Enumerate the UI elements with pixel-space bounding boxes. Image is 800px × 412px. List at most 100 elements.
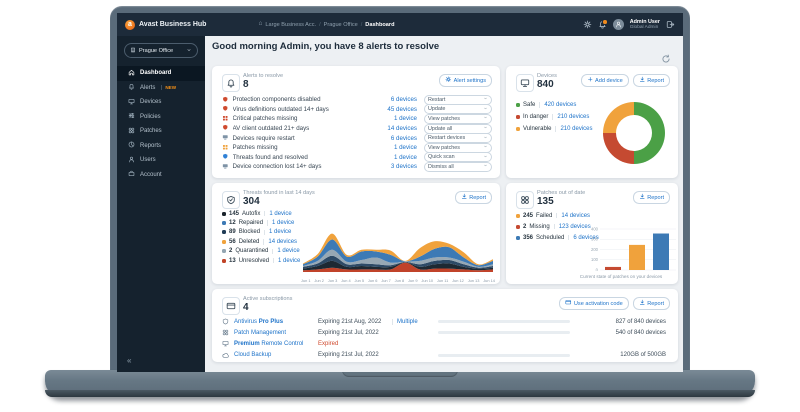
subscription-name-link[interactable]: Antivirus Pro Plus xyxy=(234,318,284,325)
legend-devices-link[interactable]: 1 device xyxy=(272,220,295,227)
notifications-bell-icon[interactable] xyxy=(598,19,608,29)
brand-name: Avast Business Hub xyxy=(139,21,207,28)
card-title: Alerts to resolve xyxy=(243,73,284,79)
legend-devices-link[interactable]: 210 devices xyxy=(560,126,593,132)
alert-action-label: Dismiss all xyxy=(428,163,454,170)
threats-card: Threats found in last 14 days 304 Report… xyxy=(212,183,500,284)
breadcrumb-item[interactable]: Dashboard xyxy=(365,21,395,28)
subscription-name-link[interactable]: Cloud Backup xyxy=(234,352,272,359)
chevron-down-icon xyxy=(483,163,488,170)
x-axis-label: Jun 8 xyxy=(394,278,405,283)
alerts-card-head: Alerts to resolve 8 xyxy=(243,73,283,91)
sidebar-item-patches[interactable]: Patches xyxy=(117,124,205,139)
sidebar-item-label: Alerts xyxy=(140,84,156,91)
legend-color-dot xyxy=(516,127,520,131)
settings-gear-icon[interactable] xyxy=(583,20,592,29)
card-title: Devices xyxy=(537,73,557,79)
subscription-expiry: Expiring 21st Jul, 2022 xyxy=(318,352,379,359)
sidebar-item-policies[interactable]: Policies xyxy=(117,110,205,125)
legend-color-dot xyxy=(516,103,520,107)
alert-action-dropdown[interactable]: Quick scan xyxy=(424,152,492,163)
monitor-icon xyxy=(222,134,233,143)
subscriptions-report-button[interactable]: Report xyxy=(632,297,670,310)
legend-devices-link[interactable]: 1 device xyxy=(278,257,301,264)
threats-legend: 145 Autofix 1 device 12 Repaired 1 device 89 Bl… xyxy=(222,209,300,265)
legend-item: 245 Failed 14 devices xyxy=(516,210,599,221)
legend-devices-link[interactable]: 1 device xyxy=(269,229,292,236)
alert-devices-link[interactable]: 1 device xyxy=(393,153,417,161)
subscription-name-link[interactable]: Patch Management xyxy=(234,329,287,336)
legend-devices-link[interactable]: 123 devices xyxy=(558,223,591,230)
plus-icon xyxy=(587,76,594,85)
alert-row-label: Patches missing xyxy=(232,144,278,152)
laptop-base xyxy=(45,370,755,397)
breadcrumb-item[interactable]: Prague Office xyxy=(323,21,358,28)
devices-card-head: Devices 840 xyxy=(537,73,557,91)
use-activation-code-button[interactable]: Use activation code xyxy=(559,297,629,310)
alert-settings-button[interactable]: Alert settings xyxy=(439,74,492,87)
add-device-button[interactable]: Add device xyxy=(580,74,629,87)
alert-action-dropdown[interactable]: Restart xyxy=(424,94,492,105)
alert-devices-link[interactable]: 14 devices xyxy=(387,125,417,133)
alert-action-dropdown[interactable]: View patches xyxy=(424,142,492,153)
alert-devices-link[interactable]: 3 devices xyxy=(390,163,417,171)
user-avatar[interactable] xyxy=(612,19,624,30)
legend-color-dot xyxy=(516,213,520,218)
legend-value: 145 xyxy=(229,210,240,217)
legend-value: 356 xyxy=(523,234,534,241)
legend-separator xyxy=(539,102,541,108)
subscription-usage: 120GB of 500GB xyxy=(620,352,666,359)
devices-report-button[interactable]: Report xyxy=(632,74,670,87)
logout-icon[interactable] xyxy=(666,20,675,29)
subscription-multiple-link[interactable]: Multiple xyxy=(392,318,418,325)
legend-devices-link[interactable]: 420 devices xyxy=(544,102,577,108)
legend-devices-link[interactable]: 6 devices xyxy=(573,234,599,241)
legend-label: Missing xyxy=(529,223,550,230)
collapse-sidebar-button[interactable]: « xyxy=(127,356,132,365)
subscription-usage: 827 of 840 devices xyxy=(615,318,666,325)
legend-devices-link[interactable]: 14 devices xyxy=(268,238,298,245)
alert-action-label: Restart xyxy=(428,96,446,103)
legend-item: 2 Missing 123 devices xyxy=(516,221,599,232)
sidebar-item-devices[interactable]: Devices xyxy=(117,95,205,110)
alert-action-dropdown[interactable]: Update all xyxy=(424,123,492,134)
legend-separator xyxy=(568,234,570,241)
subscription-name-link[interactable]: Premium Remote Control xyxy=(234,340,304,347)
alert-devices-link[interactable]: 1 device xyxy=(393,115,417,123)
alert-action-dropdown[interactable]: Restart devices xyxy=(424,133,492,144)
alert-devices-link[interactable]: 1 device xyxy=(393,144,417,152)
sidebar-item-label: Account xyxy=(140,171,162,178)
refresh-button[interactable] xyxy=(661,51,671,63)
alert-devices-link[interactable]: 6 devices xyxy=(390,134,417,142)
legend-devices-link[interactable]: 1 device xyxy=(277,248,300,255)
breadcrumb-item[interactable]: Large Business Acc. xyxy=(265,21,317,28)
sidebar-item-reports[interactable]: Reports xyxy=(117,139,205,154)
subscriptions-card-head: Active subscriptions 4 xyxy=(243,296,292,314)
alert-row: Protection components disabled 6 devices R… xyxy=(222,94,492,105)
org-selector[interactable]: Prague Office xyxy=(124,43,198,58)
sidebar-item-account[interactable]: Account xyxy=(117,168,205,183)
alert-action-dropdown[interactable]: Update xyxy=(424,104,492,115)
shield-check-icon xyxy=(222,191,240,209)
alert-action-dropdown[interactable]: View patches xyxy=(424,113,492,124)
alert-devices-link[interactable]: 45 devices xyxy=(387,105,417,113)
subscription-progress-bar xyxy=(438,320,570,324)
svg-text:100: 100 xyxy=(591,257,599,262)
legend-devices-link[interactable]: 210 devices xyxy=(557,114,590,120)
alert-action-dropdown[interactable]: Dismiss all xyxy=(424,161,492,172)
legend-item: 2 Quarantined 1 device xyxy=(222,247,300,256)
sidebar-item-users[interactable]: Users xyxy=(117,153,205,168)
alert-devices-link[interactable]: 6 devices xyxy=(390,96,417,104)
legend-devices-link[interactable]: 1 device xyxy=(269,210,292,217)
sidebar-item-dashboard[interactable]: Dashboard xyxy=(117,66,205,81)
threats-report-button[interactable]: Report xyxy=(454,191,492,204)
monitor-icon xyxy=(222,340,234,347)
user-info[interactable]: Admin User Global Admin xyxy=(630,19,660,31)
alert-action-label: Quick scan xyxy=(428,154,455,161)
sidebar-item-alerts[interactable]: Alerts NEW xyxy=(117,81,205,96)
legend-devices-link[interactable]: 14 devices xyxy=(561,212,591,219)
legend-value: 12 xyxy=(229,220,236,227)
legend-item: Vulnerable 210 devices xyxy=(516,123,593,135)
patches-report-button[interactable]: Report xyxy=(632,191,670,204)
